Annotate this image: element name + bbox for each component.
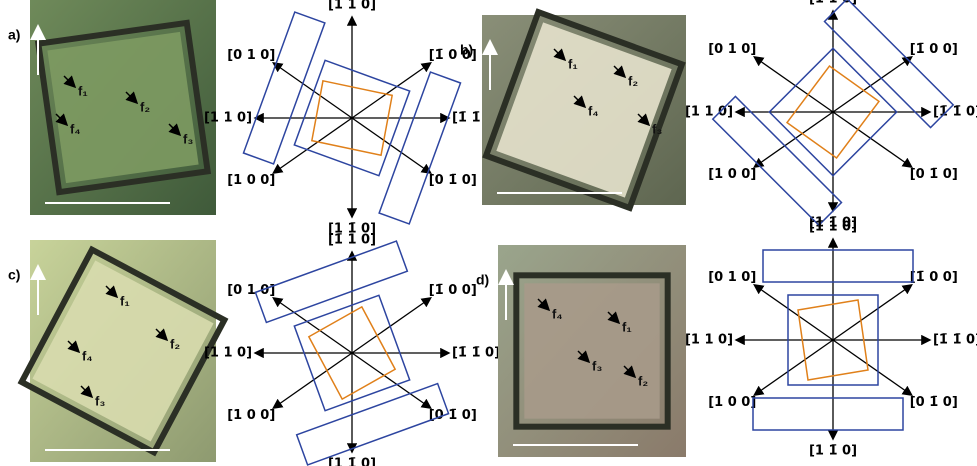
diagram: [1̄ 1 0] [1̄ 0 0] [1̄ 1̄ 0] [0 1̄ 0] [1 1̄ 0… <box>685 220 977 459</box>
direction-label: [1̄ 1̄ 0] <box>933 333 977 348</box>
direction-label: [1̄ 0 0] <box>429 283 477 298</box>
crystal-bar <box>763 250 913 282</box>
feature-label: f₄ <box>82 348 93 363</box>
direction-label: [0 1 0] <box>227 48 275 63</box>
flake <box>47 32 198 183</box>
direction-arrow <box>274 64 352 118</box>
feature-label: f₃ <box>183 131 193 146</box>
direction-label: [1 0 0] <box>708 395 756 410</box>
micrograph <box>498 245 686 457</box>
feature-label: f₂ <box>140 99 150 114</box>
panel-label: c) <box>8 267 20 283</box>
direction-arrow <box>755 112 833 166</box>
direction-label: [1̄ 1̄ 0] <box>933 105 977 120</box>
figure: a) f₁ f₂ f₃ f₄ [1̄ 1 0] [1̄ 0 0] [1̄ 1̄ 0] [0 1̄… <box>0 0 977 466</box>
direction-label: [0 1̄ 0] <box>429 173 477 188</box>
direction-arrow <box>755 286 833 340</box>
feature-label: f₄ <box>552 306 563 321</box>
direction-label: [0 1 0] <box>708 270 756 285</box>
micrograph <box>30 0 216 215</box>
direction-label: [1 0 0] <box>227 173 275 188</box>
direction-arrow <box>352 64 430 118</box>
micrograph <box>482 12 686 208</box>
direction-label: [1̄ 1̄ 0] <box>452 346 500 361</box>
direction-label: [1̄ 1 0] <box>328 0 376 13</box>
direction-arrow <box>833 58 911 112</box>
panel-label: b) <box>460 42 473 58</box>
direction-label: [1̄ 1 0] <box>809 220 857 235</box>
diagram: [1̄ 1 0] [1̄ 0 0] [1̄ 1̄ 0] [0 1̄ 0] [1 1̄ 0… <box>204 233 500 466</box>
direction-arrow <box>352 299 430 353</box>
direction-label: [1̄ 1 0] <box>328 233 376 248</box>
feature-label: f₃ <box>592 358 602 373</box>
direction-label: [0 1 0] <box>227 283 275 298</box>
feature-label: f₄ <box>70 121 81 136</box>
feature-label: f₁ <box>622 319 632 334</box>
panel-label: a) <box>8 27 20 43</box>
feature-label: f₁ <box>568 56 578 71</box>
direction-arrow <box>755 340 833 394</box>
feature-label: f₁ <box>120 293 130 308</box>
direction-label: [1 0 0] <box>227 408 275 423</box>
direction-label: [1 1̄ 0] <box>328 457 376 466</box>
panel-label: d) <box>476 272 489 288</box>
micrograph <box>22 240 225 462</box>
direction-label: [1 1 0] <box>204 346 252 361</box>
feature-label: f₁ <box>78 83 88 98</box>
feature-label: f₂ <box>170 336 180 351</box>
direction-arrow <box>274 353 352 407</box>
direction-label: [1 0 0] <box>708 167 756 182</box>
feature-label: f₃ <box>95 393 105 408</box>
feature-label: f₄ <box>588 103 599 118</box>
feature-label: f₂ <box>628 73 638 88</box>
direction-label: [0 1̄ 0] <box>910 167 958 182</box>
flake <box>524 283 659 418</box>
direction-label: [1̄ 0 0] <box>910 270 958 285</box>
feature-label: f₂ <box>638 373 648 388</box>
direction-label: [0 1 0] <box>708 42 756 57</box>
diagram: [1̄ 1 0][1̄ 0 0][1̄ 1̄ 0][0 1̄ 0][1 1̄ 0… <box>685 0 977 231</box>
crystal-bar <box>753 398 903 430</box>
direction-label: [1̄ 0 0] <box>910 42 958 57</box>
direction-arrow <box>352 118 430 172</box>
diagram: [1̄ 1 0][1̄ 0 0][1̄ 1̄ 0][0 1̄ 0][1 1̄ 0… <box>204 0 500 237</box>
direction-label: [1 1 0] <box>204 111 252 126</box>
direction-label: [1 1 0] <box>685 333 733 348</box>
direction-label: [0 1̄ 0] <box>429 408 477 423</box>
direction-label: [1 1̄ 0] <box>809 444 857 459</box>
direction-arrow <box>833 340 911 394</box>
direction-arrow <box>755 58 833 112</box>
direction-arrow <box>833 112 911 166</box>
direction-arrow <box>274 118 352 172</box>
direction-arrow <box>833 286 911 340</box>
direction-label: [0 1̄ 0] <box>910 395 958 410</box>
feature-label: f₃ <box>652 121 662 136</box>
